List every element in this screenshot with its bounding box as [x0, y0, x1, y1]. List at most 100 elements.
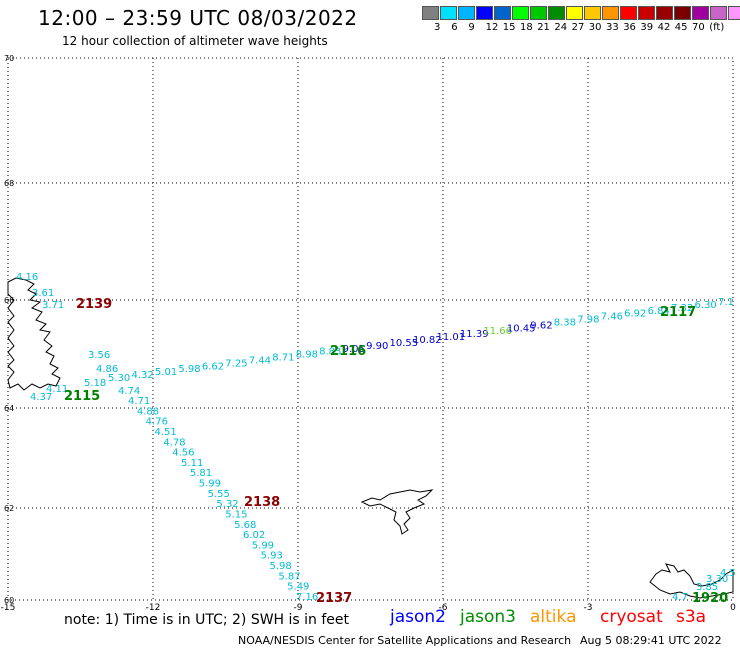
- scale-swatch: [458, 6, 475, 20]
- track-value-label: 4.51: [155, 427, 177, 438]
- track-value-label: 8.71: [272, 353, 294, 364]
- scale-swatch: [440, 6, 457, 20]
- track-value-label: 5.01: [155, 367, 177, 378]
- scale-swatch: [638, 6, 655, 20]
- footer-credit: NOAA/NESDIS Center for Satellite Applica…: [238, 634, 572, 647]
- track-value-label: 3.56: [88, 350, 110, 361]
- track-value-label: 10.45: [507, 323, 536, 334]
- track-value-label: 9.62: [530, 320, 552, 331]
- scale-label: 12: [485, 22, 499, 33]
- track-value-label: 5.11: [181, 458, 203, 469]
- satellite-legend-jason3: jason3: [460, 607, 516, 627]
- track-value-label: 8.98: [296, 350, 318, 361]
- lon-tick-label: -3: [584, 603, 593, 613]
- scale-swatch: [422, 6, 439, 20]
- track-value-label: 8.38: [554, 317, 576, 328]
- scale-swatch: [674, 6, 691, 20]
- track-value-label: 5.68: [234, 520, 256, 531]
- scale-swatch: [512, 6, 529, 20]
- track-value-label: 11.66: [483, 326, 512, 337]
- track-value-label: 11.01: [436, 332, 465, 343]
- scale-swatch: [494, 6, 511, 20]
- track-value-label: 3.71: [42, 300, 64, 311]
- lat-tick-label: 66: [4, 296, 14, 305]
- track-value-label: 4.78: [163, 437, 185, 448]
- scale-swatch: [530, 6, 547, 20]
- track-value-label: 7.44: [249, 355, 271, 366]
- scale-label: 45: [674, 22, 688, 33]
- page-title: 12:00 – 23:59 UTC 08/03/2022: [38, 6, 358, 30]
- track-value-label: 4.5: [720, 568, 736, 579]
- lat-tick-label: 62: [4, 504, 14, 513]
- track-value-label: 7.46: [601, 312, 623, 323]
- lat-tick-label: 70: [4, 54, 14, 63]
- lat-tick-label: 68: [4, 179, 14, 188]
- track-value-label: 5.98: [178, 364, 200, 375]
- track-value-label: 5.81: [190, 468, 212, 479]
- scale-swatch: [566, 6, 583, 20]
- track-value-label: 4.71: [128, 396, 150, 407]
- scale-label: 36: [623, 22, 636, 33]
- track-value-label: 4.37: [30, 392, 52, 403]
- axis-ticks: 70 68 66 64 62 60-15 -12 -9 -6 -3 0: [1, 54, 736, 613]
- lon-tick-label: -15: [1, 603, 16, 613]
- track-value-label: 4.32: [131, 370, 153, 381]
- lat-tick-label: 64: [4, 404, 14, 413]
- scale-label: (ft): [709, 22, 725, 33]
- track-value-label: 5.99: [252, 540, 274, 551]
- satellite-legend-jason2: jason2: [390, 607, 446, 627]
- pass-label-2138: 2138: [244, 495, 280, 510]
- scale-swatch: [548, 6, 565, 20]
- track-value-label: 5.93: [261, 551, 283, 562]
- scale-label: 15: [502, 22, 516, 33]
- track-value-label: 3.85: [696, 582, 718, 593]
- track-value-label: 10.55: [390, 338, 419, 349]
- track-value-label: 5.15: [225, 509, 247, 520]
- pass-label-2139: 2139: [76, 297, 112, 312]
- track-value-label: 3.61: [32, 288, 54, 299]
- coastline-path: [7, 277, 61, 391]
- track-value-label: 6.30: [695, 300, 717, 311]
- scale-swatch: [692, 6, 709, 20]
- track-value-label: 5.18: [84, 378, 106, 389]
- track-value-label: 4.86: [96, 364, 118, 375]
- track-value-label: 7.98: [577, 315, 599, 326]
- coastline-path: [649, 563, 734, 599]
- track-value-label: 6.84: [648, 306, 670, 317]
- track-value-label: 5.32: [216, 499, 238, 510]
- pass-label-2115: 2115: [64, 389, 100, 404]
- pass-label-1920: 1920: [692, 591, 728, 606]
- scale-swatch: [476, 6, 493, 20]
- scale-swatch: [620, 6, 637, 20]
- scale-label: 42: [657, 22, 671, 33]
- track-value-label: 5.98: [269, 561, 291, 572]
- scale-label: 70: [692, 22, 705, 33]
- track-value-label: 4.76: [146, 417, 168, 428]
- track-value-label: 6.62: [202, 361, 224, 372]
- page-subtitle: 12 hour collection of altimeter wave hei…: [62, 34, 328, 48]
- track-value-label: 5.30: [108, 373, 130, 384]
- track-value-label: 5.49: [287, 582, 309, 593]
- pass-label-2116: 2116: [330, 344, 366, 359]
- track-value-label: 4.74: [118, 386, 140, 397]
- track-value-label: 5.99: [199, 479, 221, 490]
- footer-timestamp: Aug 5 08:29:41 UTC 2022: [580, 634, 722, 647]
- scale-swatch: [710, 6, 727, 20]
- pass-label-2137: 2137: [316, 591, 352, 606]
- track-value-label: 5.55: [208, 489, 230, 500]
- coastline-path: [360, 489, 434, 535]
- map-frame: [7, 57, 734, 601]
- track-value-label: 10.82: [413, 335, 442, 346]
- scale-swatch: [584, 6, 601, 20]
- scale-label: 27: [571, 22, 585, 33]
- track-value-label: 6.02: [243, 530, 265, 541]
- scale-label: 30: [588, 22, 602, 33]
- track-value-label: 9.90: [366, 341, 388, 352]
- scale-label: 33: [606, 22, 619, 33]
- map-grid: [7, 57, 734, 601]
- note-text: note: 1) Time is in UTC; 2) SWH is in fe…: [64, 612, 350, 628]
- track-value-label: 4.56: [172, 448, 194, 459]
- scale-swatch: [656, 6, 673, 20]
- track-value-label: 4.88: [137, 406, 159, 417]
